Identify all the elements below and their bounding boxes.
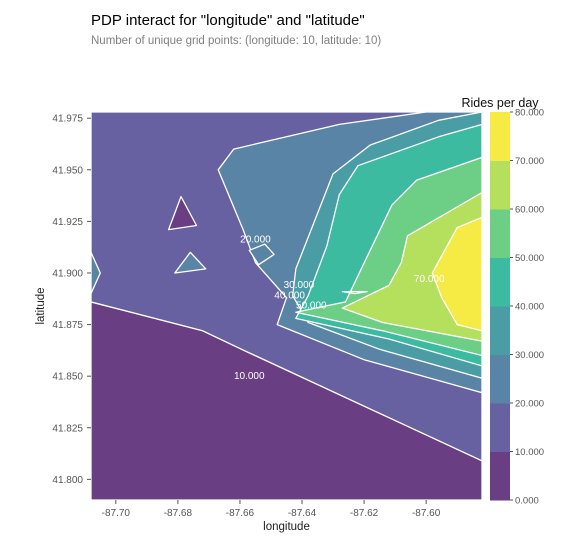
x-tick-label: -87.62 (350, 508, 379, 519)
colorbar-segment (490, 354, 510, 404)
colorbar-tick-label: 0.000 (515, 496, 539, 507)
x-tick-label: -87.64 (288, 508, 317, 519)
colorbar-label: Rides per day (461, 96, 539, 110)
colorbar-tick-label: 30.000 (515, 350, 544, 361)
colorbar-tick-label: 50.000 (515, 253, 544, 264)
colorbar-segment (490, 451, 510, 501)
contour-label-3: 40.000 (274, 290, 305, 301)
contour-region-12 (341, 290, 368, 295)
x-tick-label: -87.60 (412, 508, 441, 519)
colorbar-tick-label: 70.000 (515, 156, 544, 167)
colorbar-tick-label: 10.000 (515, 447, 544, 458)
colorbar-segment (490, 160, 510, 210)
y-tick-label: 41.900 (52, 268, 83, 279)
colorbar-tick-label: 40.000 (515, 302, 544, 313)
contour-label-1: 20.000 (240, 235, 271, 246)
chart-title: PDP interact for "longitude" and "latitu… (91, 12, 365, 29)
colorbar-segment (490, 306, 510, 355)
y-tick-label: 41.800 (52, 475, 83, 486)
colorbar-tick-label: 60.000 (515, 205, 544, 216)
colorbar: 0.000 10.000 20.000 30.000 40.000 50.000 60.00… (461, 96, 544, 507)
chart-subtitle: Number of unique grid points: (longitude… (91, 35, 382, 47)
colorbar-segment (490, 112, 510, 161)
y-tick-label: 41.825 (52, 423, 83, 434)
colorbar-segment (490, 257, 510, 307)
x-tick-label: -87.68 (164, 508, 193, 519)
contour-label-0: 10.000 (234, 371, 265, 382)
contour-label-4: 50.000 (296, 301, 327, 312)
contour-label-2: 30.000 (284, 280, 315, 291)
colorbar-segment (490, 403, 510, 452)
colorbar-tick-label: 20.000 (515, 399, 544, 410)
y-tick-label: 41.850 (52, 372, 83, 383)
y-tick-label: 41.875 (52, 320, 83, 331)
x-tick-label: -87.70 (102, 508, 131, 519)
x-axis-label: longitude (263, 521, 310, 533)
y-tick-label: 41.950 (52, 165, 83, 176)
contour-region-11 (91, 251, 101, 295)
y-axis-label: latitude (35, 287, 47, 324)
contour-label-5: 70.000 (414, 274, 445, 285)
colorbar-segment (490, 209, 510, 258)
contour-region-10 (248, 243, 275, 266)
colorbar-tick-label: 80.000 (515, 108, 544, 119)
contour-region-9 (174, 251, 207, 274)
contour-region-8 (167, 195, 198, 231)
y-tick-label: 41.925 (52, 217, 83, 228)
x-tick-label: -87.66 (226, 508, 255, 519)
contour-region-7 (431, 216, 482, 332)
y-tick-label: 41.975 (52, 114, 83, 125)
